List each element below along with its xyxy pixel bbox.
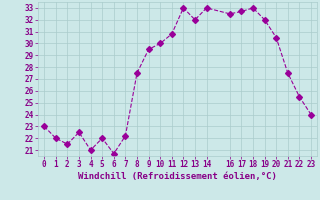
X-axis label: Windchill (Refroidissement éolien,°C): Windchill (Refroidissement éolien,°C) [78, 172, 277, 181]
